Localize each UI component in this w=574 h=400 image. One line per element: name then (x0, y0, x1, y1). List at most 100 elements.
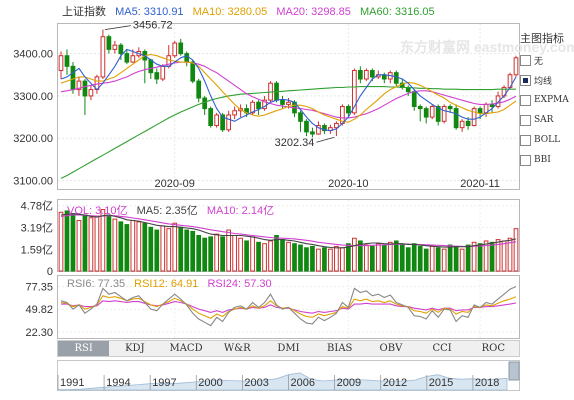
candle (88, 85, 94, 101)
volume-bar (172, 222, 178, 272)
tab-cci[interactable]: CCI (432, 343, 452, 354)
volume-bar (226, 229, 231, 272)
volume-bar (453, 245, 459, 272)
vol-ma10-line (60, 214, 517, 247)
volume-bar (489, 241, 495, 272)
candle (220, 112, 225, 132)
checkbox[interactable] (520, 134, 531, 146)
candle (178, 38, 184, 56)
volume-bar (501, 240, 507, 272)
tab-obv[interactable]: OBV (379, 343, 403, 354)
candle (381, 72, 387, 84)
checkbox[interactable] (520, 54, 531, 66)
vol-ma5-line (60, 213, 517, 249)
price-annotation: 3456.72 (104, 20, 173, 32)
volume-bar (136, 221, 142, 272)
volume-bar (88, 217, 94, 272)
candle (202, 95, 208, 115)
timeline-label: 2006 (291, 377, 315, 389)
tab-w-r[interactable]: W&R (223, 343, 251, 354)
volume-bar (250, 236, 255, 272)
timeline-label: 2009 (337, 377, 361, 389)
volume-bar (82, 214, 88, 272)
volume-bar (70, 213, 76, 272)
legend-vol-ma10: MA10: 2.14亿 (206, 205, 275, 217)
rsi24-line (61, 300, 517, 314)
timeline-label: 1994 (106, 377, 130, 389)
tab-rsi[interactable]: RSI (58, 341, 110, 356)
tab-dmi[interactable]: DMI (277, 343, 300, 354)
indicator-option[interactable]: EXPMA (520, 90, 574, 110)
tab-bias[interactable]: BIAS (327, 343, 353, 354)
candle (142, 49, 148, 84)
candle (513, 55, 519, 77)
main-annotations: 3456.72 3202.34 (104, 20, 335, 149)
candle (423, 106, 429, 124)
candle (411, 89, 417, 111)
volume-bar (154, 229, 160, 272)
indicator-panel-title: 主图指标 (520, 33, 564, 45)
indicator-option[interactable]: 均线 (520, 70, 574, 90)
volume-bar (76, 219, 82, 272)
volume-bar (465, 244, 471, 272)
candle (214, 112, 220, 128)
tab-kdj[interactable]: KDJ (125, 343, 145, 354)
volume-bar (447, 244, 453, 272)
checkbox[interactable] (520, 94, 531, 106)
indicator-option[interactable]: BBI (520, 150, 574, 170)
volume-bar (64, 210, 70, 272)
watermark: 东方财富网 eastmoney.com (400, 39, 574, 55)
volume-bar (435, 247, 441, 272)
timeline-label: 2018 (475, 377, 499, 389)
tab-roc[interactable]: ROC (481, 343, 506, 354)
volume-legend: VOL: 3.10亿 MA5: 2.35亿 MA10: 2.14亿 (67, 202, 280, 217)
volume-bar (178, 226, 184, 272)
volume-bar (411, 243, 417, 272)
rsi6-line (60, 285, 517, 327)
volume-bar (507, 237, 513, 272)
checkbox[interactable] (520, 154, 531, 166)
legend-rsi24: RSI24: 57.30 (207, 278, 272, 290)
timeline-label: 2015 (429, 377, 453, 389)
rsi-y-axis: 77.35 49.82 22.30 (25, 281, 53, 339)
indicator-option[interactable]: BOLL (520, 130, 574, 150)
volume-bar (495, 239, 501, 272)
candle (58, 51, 64, 79)
candle (298, 110, 303, 132)
indicator-tabs: RSI KDJ MACD W&R DMI BIAS OBV CCI ROC (57, 340, 520, 357)
volume-bar (196, 235, 202, 272)
volume-bar (256, 241, 261, 272)
volume-bar (94, 215, 100, 272)
volume-bar (124, 224, 130, 272)
candle (310, 127, 315, 138)
candle (154, 68, 160, 85)
tab-macd[interactable]: MACD (169, 343, 203, 354)
volume-bar (357, 240, 363, 272)
vol-y-tick-label: 3.19亿 (21, 221, 53, 234)
volume-bar (130, 219, 136, 272)
indicator-option[interactable]: 无 (520, 50, 574, 70)
timeline-scroll-handle[interactable] (508, 361, 520, 381)
volume-bar (244, 240, 249, 272)
x-tick-label: 2020-10 (328, 178, 368, 190)
index-name: 上证指数 (62, 6, 106, 18)
candle (226, 110, 231, 132)
volume-bar (268, 240, 273, 272)
candle (441, 104, 447, 124)
candle (118, 43, 124, 60)
volume-bar (381, 244, 387, 272)
checkbox[interactable] (520, 74, 531, 86)
candle (124, 50, 130, 65)
main-y-tick-label: 3400.00 (13, 49, 53, 61)
indicator-option-label: 均线 (534, 76, 553, 87)
candle (459, 119, 465, 132)
legend-vol: VOL: 3.10亿 (67, 205, 128, 217)
volume-bar (369, 245, 375, 272)
checkbox[interactable] (520, 114, 531, 126)
candle (100, 29, 106, 79)
candle (256, 100, 261, 115)
indicator-option[interactable]: SAR (520, 110, 574, 130)
candle (112, 40, 118, 54)
volume-bar (334, 245, 339, 272)
volume-bar (298, 244, 303, 272)
